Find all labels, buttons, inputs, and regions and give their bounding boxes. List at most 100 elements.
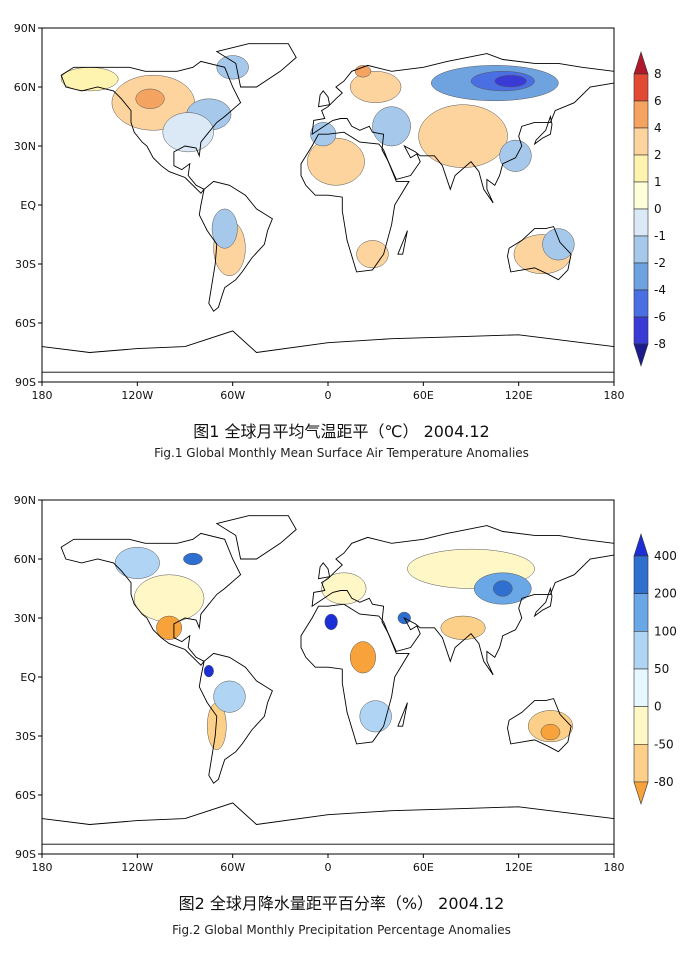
precipitation-caption-en: Fig.2 Global Monthly Precipitation Perce…: [172, 923, 511, 937]
lon-label: 120W: [121, 389, 153, 402]
anomaly-region: [349, 71, 402, 103]
colorbar-label: -2: [654, 256, 666, 270]
colorbar-swatch: [633, 631, 649, 670]
lon-label: 120E: [505, 861, 533, 874]
colorbar-label: -6: [654, 310, 666, 324]
colorbar-label: 0: [654, 700, 662, 714]
coastline: [215, 43, 297, 88]
anomaly-region: [542, 228, 575, 261]
anomaly-region: [440, 615, 486, 640]
colorbar-swatch: [633, 706, 649, 745]
colorbar-label: 400: [654, 549, 677, 563]
lon-label: 120E: [505, 389, 533, 402]
lat-label: 90N: [14, 22, 36, 35]
colorbar-label: -4: [654, 283, 666, 297]
colorbar-arrow-top: [633, 51, 649, 75]
anomaly-region: [356, 240, 389, 269]
colorbar-swatch: [633, 235, 649, 264]
lon-label: 60W: [220, 861, 245, 874]
lat-label: 90S: [15, 848, 36, 861]
anomaly-region: [211, 208, 238, 249]
temperature-caption-cn: 图1 全球月平均气温距平（℃） 2004.12: [193, 422, 490, 441]
lat-label: 60S: [15, 789, 36, 802]
colorbar-label: -80: [654, 775, 674, 789]
anomaly-region: [494, 74, 527, 88]
anomaly-region: [492, 580, 513, 597]
colorbar-swatch: [633, 127, 649, 156]
lon-label: 180: [32, 861, 53, 874]
colorbar-swatch: [633, 593, 649, 632]
anomaly-region: [359, 700, 392, 733]
anomaly-region: [162, 112, 214, 153]
anomaly-region: [114, 546, 160, 579]
colorbar-swatch: [633, 668, 649, 707]
colorbar-arrow-bottom: [633, 781, 649, 805]
lon-label: 60E: [413, 861, 434, 874]
colorbar-swatch: [633, 555, 649, 594]
lon-label: 60E: [413, 389, 434, 402]
lat-label: 60N: [14, 553, 36, 566]
anomaly-region: [324, 613, 338, 631]
lat-label: EQ: [20, 199, 36, 212]
colorbar-swatch: [633, 316, 649, 345]
lat-label: 90S: [15, 376, 36, 389]
lon-label: 120W: [121, 861, 153, 874]
colorbar-label: -1: [654, 229, 666, 243]
coastline: [507, 698, 572, 753]
lat-label: 30N: [14, 612, 36, 625]
colorbar-swatch: [633, 181, 649, 210]
anomaly-region: [133, 574, 205, 623]
colorbar-label: -8: [654, 337, 666, 351]
coastline: [198, 180, 273, 312]
colorbar: 400 200 100 50 0 -50 -80: [633, 533, 677, 805]
anomaly-region: [540, 723, 561, 741]
coastline: [507, 226, 572, 281]
lat-label: EQ: [20, 671, 36, 684]
anomaly-region: [307, 137, 365, 186]
colorbar-label: 200: [654, 587, 677, 601]
precipitation-figure: 90N 60N 30N EQ 30S 60S 90S 180 120W 60W 0 60E 120E 18…: [0, 478, 683, 973]
anomaly-region: [349, 641, 376, 674]
lat-label: 60S: [15, 317, 36, 330]
anomaly-region: [156, 615, 183, 640]
anomaly-region: [213, 680, 246, 713]
colorbar-arrow-top: [633, 533, 649, 557]
colorbar-arrow-bottom: [633, 343, 649, 367]
lon-label: 180: [32, 389, 53, 402]
colorbar-label: 4: [654, 121, 662, 135]
lat-label: 30N: [14, 140, 36, 153]
temperature-caption-en: Fig.1 Global Monthly Mean Surface Air Te…: [154, 446, 529, 460]
map-plot-area: [42, 43, 614, 373]
coastline: [533, 114, 553, 146]
colorbar-label: 0: [654, 202, 662, 216]
precipitation-caption-cn: 图2 全球月降水量距平百分率（%） 2004.12: [178, 894, 505, 913]
lon-label: 0: [325, 389, 332, 402]
anomaly-region: [321, 572, 367, 605]
coastline: [42, 802, 614, 845]
anomaly-region: [60, 67, 119, 92]
lon-label: 0: [325, 861, 332, 874]
colorbar: 8 6 4 2 1 0 -1 -2 -4 -6 -8: [633, 51, 666, 367]
anomaly-region: [499, 139, 532, 172]
colorbar-label: 100: [654, 624, 677, 638]
colorbar-label: -50: [654, 737, 674, 751]
colorbar-swatch: [633, 73, 649, 102]
coastline: [317, 562, 331, 580]
colorbar-swatch: [633, 744, 649, 783]
coastline: [198, 652, 273, 784]
lat-label: 30S: [15, 730, 36, 743]
colorbar-label: 2: [654, 148, 662, 162]
coastline: [215, 515, 297, 560]
lat-label: 30S: [15, 258, 36, 271]
colorbar-label: 50: [654, 662, 669, 676]
anomaly-region: [216, 55, 249, 80]
anomaly-region: [183, 552, 203, 566]
coastline: [300, 131, 410, 273]
colorbar-swatch: [633, 208, 649, 237]
anomaly-region: [135, 88, 165, 109]
colorbar-swatch: [633, 154, 649, 183]
anomaly-region: [418, 104, 508, 168]
lon-label: 180: [604, 861, 625, 874]
